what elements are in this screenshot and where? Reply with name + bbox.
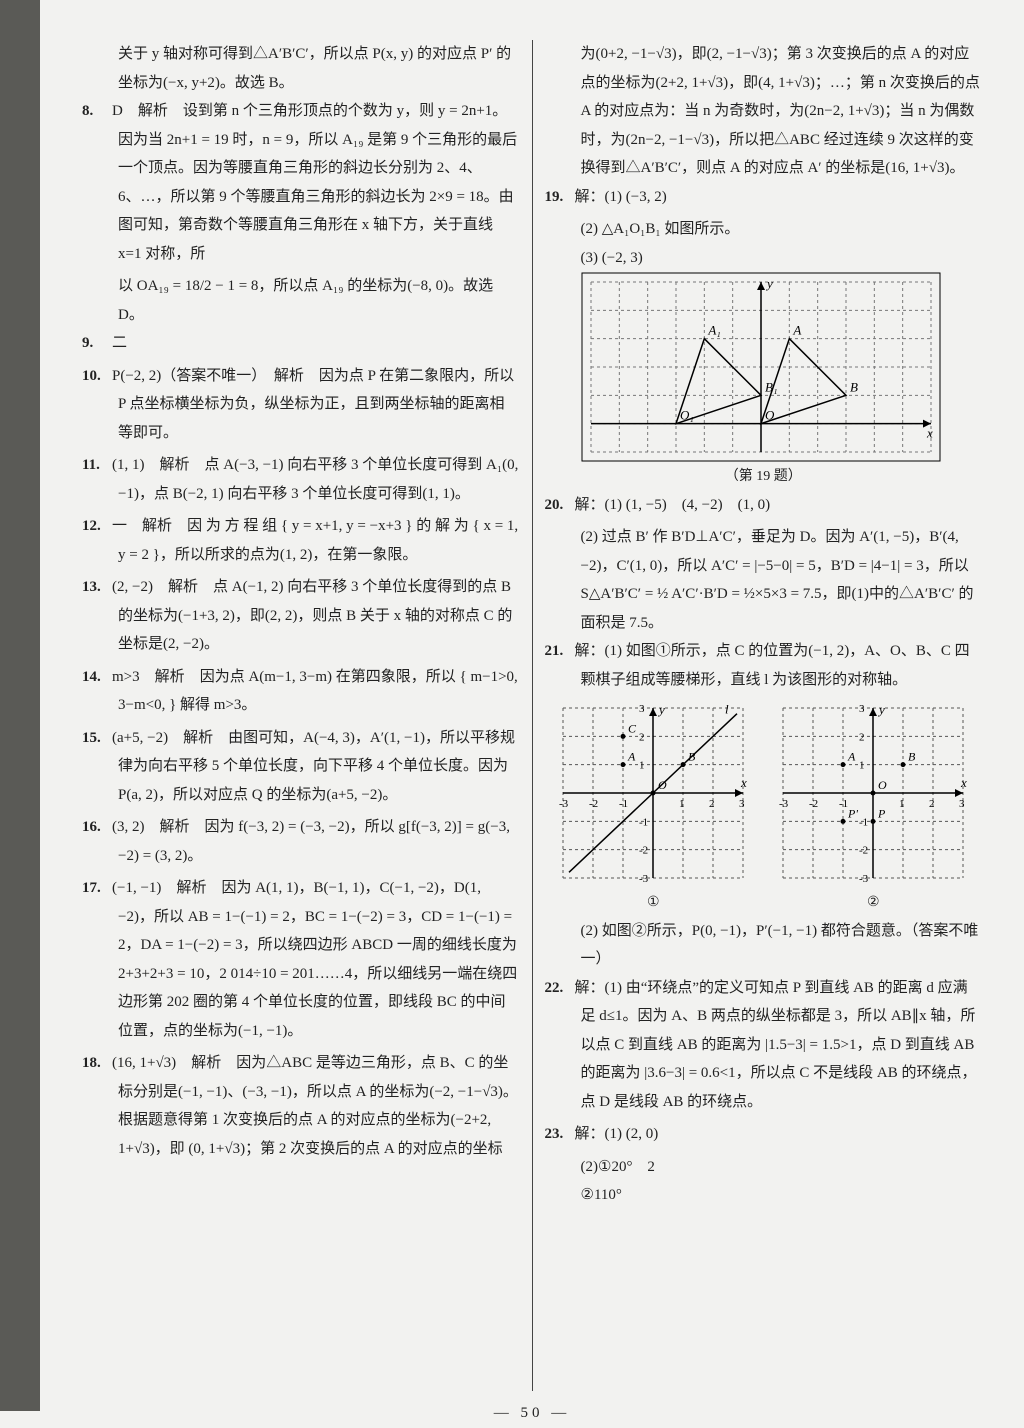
item-16: 16.(3, 2) 解析 因为 f(−3, 2) = (−3, −2)，所以 g… [82, 813, 520, 870]
svg-text:x: x [926, 426, 933, 441]
fig21-label2: ② [773, 890, 973, 917]
svg-text:O: O [878, 778, 887, 792]
svg-text:-3: -3 [559, 798, 569, 810]
svg-text:y: y [657, 702, 665, 717]
svg-text:1: 1 [859, 760, 865, 772]
fig19-svg: O O₁ A A₁ B B₁ x y [581, 272, 941, 462]
svg-text:x: x [740, 775, 747, 790]
svg-text:1: 1 [639, 760, 645, 772]
fig19-caption: （第 19 题） [545, 464, 983, 491]
svg-text:P: P [877, 806, 886, 820]
svg-text:y: y [765, 276, 773, 291]
svg-text:2: 2 [639, 731, 645, 743]
item-21-l2: (2) 如图②所示，P(0, −1)，P′(−1, −1) 都符合题意。（答案不… [545, 917, 983, 974]
svg-text:O: O [658, 778, 667, 792]
svg-text:-2: -2 [589, 798, 598, 810]
item-12: 12.一 解析 因 为 方 程 组 { y = x+1, y = −x+3 } … [82, 512, 520, 569]
svg-text:2: 2 [709, 798, 715, 810]
item-8-cont: 以 OA₁₉ = 18/2 − 1 = 8，所以点 A₁₉ 的坐标为(−8, 0… [82, 272, 520, 329]
svg-text:-2: -2 [809, 798, 818, 810]
svg-text:-1: -1 [839, 798, 848, 810]
item-11: 11.(1, 1) 解析 点 A(−3, −1) 向右平移 3 个单位长度可得到… [82, 451, 520, 508]
svg-text:2: 2 [929, 798, 935, 810]
item-23-l3: ②110° [545, 1181, 983, 1210]
p18-continuation: 为(0+2, −1−√3)，即(2, −1−√3)；第 3 次变换后的点 A 的… [545, 40, 983, 183]
svg-text:3: 3 [639, 703, 645, 715]
item-20-l2: (2) 过点 B′ 作 B′D⊥A′C′，垂足为 D。因为 A′(1, −5)，… [545, 523, 983, 637]
item-15: 15.(a+5, −2) 解析 由图可知，A(−4, 3)，A′(1, −1)，… [82, 724, 520, 810]
svg-text:A: A [627, 750, 636, 764]
svg-text:B: B [850, 379, 858, 394]
item-22: 22.解：(1) 由“环绕点”的定义可知点 P 到直线 AB 的距离 d 应满足… [545, 974, 983, 1117]
svg-text:-3: -3 [859, 873, 869, 885]
fig21b-svg: -3 -3 -2 -2 -1 -1 1 1 2 2 3 3 x y O A B P P' [773, 698, 973, 888]
item-23-l2: (2)①20° 2 [545, 1153, 983, 1182]
item-23: 23.解：(1) (2, 0) [545, 1120, 983, 1149]
svg-text:B: B [688, 750, 696, 764]
fig21-wrap: -3 -3 -2 -2 -1 -1 1 1 2 2 3 3 x y l O A B C ① -3 -3 -2 -2 -1 -1… [545, 698, 983, 917]
item-17: 17.(−1, −1) 解析 因为 A(1, 1)，B(−1, 1)，C(−1,… [82, 874, 520, 1045]
svg-text:P': P' [847, 806, 858, 820]
fig21-sub2: -3 -3 -2 -2 -1 -1 1 1 2 2 3 3 x y O A B P P' ② [773, 698, 973, 917]
scan-edge [0, 0, 40, 1411]
item-8: 8.D 解析 设到第 n 个三角形顶点的个数为 y，则 y = 2n+1。因为当… [82, 97, 520, 268]
item-21: 21.解：(1) 如图①所示，点 C 的位置为(−1, 2)，A、O、B、C 四… [545, 637, 983, 694]
svg-text:A: A [792, 323, 801, 338]
svg-text:-3: -3 [639, 873, 649, 885]
svg-text:3: 3 [739, 798, 745, 810]
right-column: 为(0+2, −1−√3)，即(2, −1−√3)；第 3 次变换后的点 A 的… [533, 40, 995, 1391]
svg-text:3: 3 [859, 703, 865, 715]
svg-text:O₁: O₁ [680, 408, 694, 423]
svg-text:-1: -1 [639, 816, 648, 828]
item-19: 19.解：(1) (−3, 2) [545, 183, 983, 212]
left-column: 关于 y 轴对称可得到△A′B′C′，所以点 P(x, y) 的对应点 P′ 的… [70, 40, 533, 1391]
page-number: — 50 — [70, 1399, 994, 1428]
svg-text:B: B [908, 750, 916, 764]
svg-text:-1: -1 [619, 798, 628, 810]
item-13: 13.(2, −2) 解析 点 A(−1, 2) 向右平移 3 个单位长度得到的… [82, 573, 520, 659]
item-10: 10.P(−2, 2)（答案不唯一） 解析 因为点 P 在第二象限内，所以 P … [82, 362, 520, 448]
svg-text:C: C [628, 721, 637, 735]
item-20: 20.解：(1) (1, −5) (4, −2) (1, 0) [545, 491, 983, 520]
svg-text:1: 1 [679, 798, 685, 810]
item-19-l3: (3) (−2, 3) [545, 244, 983, 273]
svg-text:-3: -3 [779, 798, 789, 810]
p7-continuation: 关于 y 轴对称可得到△A′B′C′，所以点 P(x, y) 的对应点 P′ 的… [82, 40, 520, 97]
svg-text:y: y [877, 702, 885, 717]
svg-text:A: A [847, 750, 856, 764]
svg-text:-1: -1 [859, 816, 868, 828]
svg-text:x: x [960, 775, 967, 790]
svg-text:2: 2 [859, 731, 865, 743]
fig21-label1: ① [553, 890, 753, 917]
item-14: 14.m>3 解析 因为点 A(m−1, 3−m) 在第四象限，所以 { m−1… [82, 663, 520, 720]
item-9: 9.二 [82, 329, 520, 358]
svg-text:-2: -2 [859, 845, 868, 857]
item-19-l2: (2) △A₁O₁B₁ 如图所示。 [545, 215, 983, 244]
item-18: 18.(16, 1+√3) 解析 因为△ABC 是等边三角形，点 B、C 的坐标… [82, 1049, 520, 1163]
fig21-sub1: -3 -3 -2 -2 -1 -1 1 1 2 2 3 3 x y l O A B C ① [553, 698, 753, 917]
svg-text:B₁: B₁ [765, 379, 777, 394]
svg-text:O: O [765, 408, 775, 423]
svg-text:l: l [725, 702, 729, 717]
fig19-wrap: O O₁ A A₁ B B₁ x y [545, 272, 983, 462]
svg-text:1: 1 [899, 798, 905, 810]
svg-text:3: 3 [959, 798, 965, 810]
page: 关于 y 轴对称可得到△A′B′C′，所以点 P(x, y) 的对应点 P′ 的… [70, 40, 994, 1391]
svg-text:A₁: A₁ [707, 323, 720, 338]
fig21a-svg: -3 -3 -2 -2 -1 -1 1 1 2 2 3 3 x y l O A B C [553, 698, 753, 888]
svg-text:-2: -2 [639, 845, 648, 857]
